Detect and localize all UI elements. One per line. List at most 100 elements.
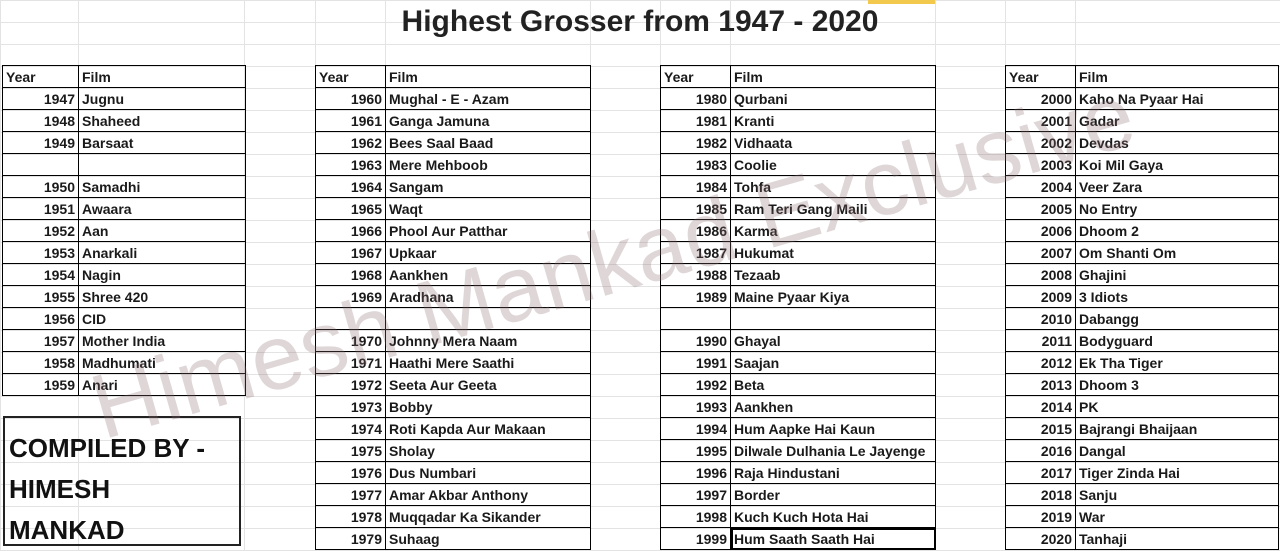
year-cell[interactable]: 2006	[1005, 219, 1076, 242]
film-cell[interactable]: Aradhana	[385, 285, 591, 308]
year-cell[interactable]: 1952	[2, 219, 79, 242]
empty-cell[interactable]	[2, 153, 79, 176]
film-cell[interactable]: Ghayal	[730, 329, 936, 352]
film-cell[interactable]: Dus Numbari	[385, 461, 591, 484]
year-cell[interactable]: 2012	[1005, 351, 1076, 374]
film-cell[interactable]: Maine Pyaar Kiya	[730, 285, 936, 308]
film-cell[interactable]: Bodyguard	[1075, 329, 1279, 352]
film-cell[interactable]: Beta	[730, 373, 936, 396]
film-cell[interactable]: Bobby	[385, 395, 591, 418]
film-cell[interactable]: Veer Zara	[1075, 175, 1279, 198]
film-cell[interactable]: Dilwale Dulhania Le Jayenge	[730, 439, 936, 462]
film-cell[interactable]: Saajan	[730, 351, 936, 374]
year-cell[interactable]: 1973	[315, 395, 386, 418]
year-cell[interactable]: 2007	[1005, 241, 1076, 264]
year-cell[interactable]: 1985	[660, 197, 731, 220]
year-cell[interactable]: 1981	[660, 109, 731, 132]
film-column-header[interactable]: Film	[385, 65, 591, 88]
film-cell[interactable]: Johnny Mera Naam	[385, 329, 591, 352]
empty-cell[interactable]	[78, 153, 246, 176]
year-cell[interactable]: 1994	[660, 417, 731, 440]
compiled-by-box[interactable]: COMPILED BY - HIMESH MANKAD	[3, 416, 241, 546]
year-cell[interactable]: 1997	[660, 483, 731, 506]
year-cell[interactable]: 1983	[660, 153, 731, 176]
film-cell[interactable]: Aankhen	[730, 395, 936, 418]
year-cell[interactable]: 1970	[315, 329, 386, 352]
film-cell[interactable]: Om Shanti Om	[1075, 241, 1279, 264]
film-cell[interactable]: Dabangg	[1075, 307, 1279, 330]
sheet-title[interactable]: Highest Grosser from 1947 - 2020	[401, 5, 879, 38]
film-cell[interactable]: Qurbani	[730, 87, 936, 110]
film-cell[interactable]: Barsaat	[78, 131, 246, 154]
year-cell[interactable]: 1954	[2, 263, 79, 286]
film-cell[interactable]: Seeta Aur Geeta	[385, 373, 591, 396]
film-cell[interactable]: Sanju	[1075, 483, 1279, 506]
year-cell[interactable]: 1957	[2, 329, 79, 352]
film-cell[interactable]: Dangal	[1075, 439, 1279, 462]
year-cell[interactable]: 1993	[660, 395, 731, 418]
film-cell[interactable]: Gadar	[1075, 109, 1279, 132]
film-cell[interactable]: Phool Aur Patthar	[385, 219, 591, 242]
film-cell[interactable]: Aankhen	[385, 263, 591, 286]
year-cell[interactable]: 1982	[660, 131, 731, 154]
film-cell[interactable]: War	[1075, 505, 1279, 528]
year-cell[interactable]: 2018	[1005, 483, 1076, 506]
year-cell[interactable]: 1978	[315, 505, 386, 528]
year-cell[interactable]: 1980	[660, 87, 731, 110]
film-cell[interactable]: Border	[730, 483, 936, 506]
year-cell[interactable]: 1960	[315, 87, 386, 110]
film-cell[interactable]: Madhumati	[78, 351, 246, 374]
year-cell[interactable]: 2009	[1005, 285, 1076, 308]
year-cell[interactable]: 1953	[2, 241, 79, 264]
year-cell[interactable]: 1977	[315, 483, 386, 506]
film-cell[interactable]: Anari	[78, 373, 246, 396]
year-cell[interactable]: 1986	[660, 219, 731, 242]
film-cell[interactable]: Jugnu	[78, 87, 246, 110]
year-cell[interactable]: 1947	[2, 87, 79, 110]
year-column-header[interactable]: Year	[660, 65, 731, 88]
year-cell[interactable]: 1988	[660, 263, 731, 286]
empty-cell[interactable]	[315, 307, 386, 330]
year-cell[interactable]: 1990	[660, 329, 731, 352]
empty-cell[interactable]	[385, 307, 591, 330]
film-cell[interactable]: Waqt	[385, 197, 591, 220]
film-cell[interactable]: Tohfa	[730, 175, 936, 198]
film-cell[interactable]: Mughal - E - Azam	[385, 87, 591, 110]
film-cell[interactable]: Suhaag	[385, 527, 591, 550]
year-cell[interactable]: 1968	[315, 263, 386, 286]
year-cell[interactable]: 1995	[660, 439, 731, 462]
film-column-header[interactable]: Film	[1075, 65, 1279, 88]
film-cell[interactable]: Ganga Jamuna	[385, 109, 591, 132]
film-cell[interactable]: Devdas	[1075, 131, 1279, 154]
year-cell[interactable]: 1971	[315, 351, 386, 374]
year-cell[interactable]: 1962	[315, 131, 386, 154]
year-cell[interactable]: 1984	[660, 175, 731, 198]
year-cell[interactable]: 1956	[2, 307, 79, 330]
year-cell[interactable]: 1961	[315, 109, 386, 132]
year-cell[interactable]: 1999	[660, 527, 731, 550]
year-cell[interactable]: 2008	[1005, 263, 1076, 286]
year-cell[interactable]: 2016	[1005, 439, 1076, 462]
year-cell[interactable]: 2010	[1005, 307, 1076, 330]
film-cell[interactable]: Kuch Kuch Hota Hai	[730, 505, 936, 528]
film-cell[interactable]: Tezaab	[730, 263, 936, 286]
year-cell[interactable]: 2013	[1005, 373, 1076, 396]
year-cell[interactable]: 1969	[315, 285, 386, 308]
year-cell[interactable]: 2015	[1005, 417, 1076, 440]
year-cell[interactable]: 1951	[2, 197, 79, 220]
year-cell[interactable]: 1974	[315, 417, 386, 440]
year-cell[interactable]: 1991	[660, 351, 731, 374]
film-cell[interactable]: Haathi Mere Saathi	[385, 351, 591, 374]
year-cell[interactable]: 2003	[1005, 153, 1076, 176]
year-cell[interactable]: 1987	[660, 241, 731, 264]
film-cell[interactable]: Awaara	[78, 197, 246, 220]
year-column-header[interactable]: Year	[1005, 65, 1076, 88]
film-cell[interactable]: CID	[78, 307, 246, 330]
film-cell[interactable]: Roti Kapda Aur Makaan	[385, 417, 591, 440]
film-cell[interactable]: Kaho Na Pyaar Hai	[1075, 87, 1279, 110]
film-cell[interactable]: Vidhaata	[730, 131, 936, 154]
film-cell[interactable]: No Entry	[1075, 197, 1279, 220]
year-cell[interactable]: 2019	[1005, 505, 1076, 528]
film-cell[interactable]: Mere Mehboob	[385, 153, 591, 176]
film-cell[interactable]: Ram Teri Gang Maili	[730, 197, 936, 220]
